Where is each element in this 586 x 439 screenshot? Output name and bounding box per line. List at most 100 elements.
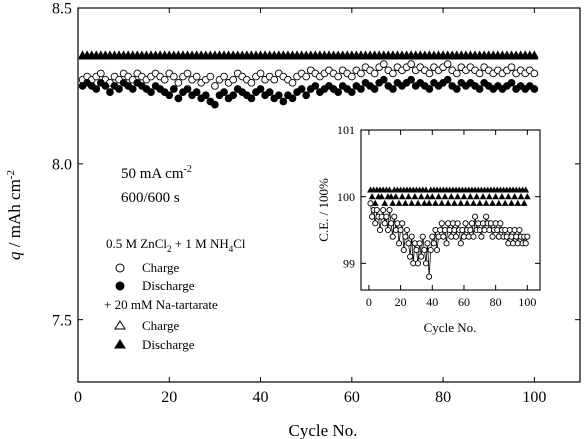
inset-data-point (451, 199, 458, 206)
inset-data-point (447, 193, 455, 200)
main-data-point (174, 78, 183, 87)
inset-data-point (443, 240, 450, 247)
main-data-point (507, 78, 516, 87)
legend-discharge-label-1: Discharge (142, 278, 195, 293)
main-data-point (379, 75, 388, 84)
inset-data-point (367, 200, 374, 207)
main-data-point (147, 88, 155, 97)
main-data-point (334, 72, 342, 81)
inset-data-point (391, 213, 398, 220)
main-data-point (229, 91, 238, 100)
inset-data-point (392, 193, 400, 200)
inset-data-point (457, 240, 464, 247)
main-data-point (169, 72, 178, 81)
inset-y-tick-label: 100 (337, 190, 355, 204)
main-data-point (256, 69, 265, 78)
inset-series-line (370, 203, 528, 277)
inset-data-point (441, 193, 449, 200)
main-data-point (311, 82, 320, 90)
inset-data-point (452, 233, 460, 240)
legend-charge-label-1: Charge (142, 260, 180, 275)
inset-y-tick-label: 101 (337, 123, 355, 137)
inset-data-point (417, 193, 425, 200)
main-data-point (220, 72, 228, 81)
inset-data-point (401, 199, 409, 206)
main-data-point (443, 60, 452, 68)
inset-data-point (405, 193, 412, 200)
main-data-point (297, 85, 306, 93)
inset-data-point (454, 220, 461, 227)
inset-data-point (397, 226, 404, 234)
inset-data-point (376, 226, 384, 234)
inset-data-point (524, 233, 531, 240)
inset-data-point (369, 213, 376, 220)
inset-data-point (429, 233, 436, 240)
main-data-point (452, 85, 461, 93)
inset-data-point (387, 193, 395, 200)
inset-data-point (467, 226, 474, 234)
main-data-point (115, 85, 123, 93)
main-data-point (101, 82, 110, 90)
legend: 0.5 M ZnCl2 + 1 M NH4Cl Charge Discharge… (104, 236, 246, 352)
inset-data-point (514, 199, 522, 206)
main-data-point (475, 85, 484, 93)
inset-data-point (462, 220, 469, 227)
inset-data-point (388, 220, 395, 227)
legend-discharge-label-2: Discharge (142, 337, 195, 352)
inset-data-point (489, 233, 496, 240)
main-data-point (183, 85, 192, 93)
inset-data-point (411, 193, 419, 200)
main-data-point (169, 85, 178, 93)
main-data-point (288, 94, 297, 103)
main-data-point (347, 72, 356, 81)
main-data-point (192, 88, 201, 97)
inset-data-point (485, 193, 493, 200)
time-annotation: 600/600 s (121, 190, 180, 206)
inset-data-point (470, 233, 477, 240)
inset-data-point (372, 220, 379, 227)
inset-series-0 (367, 200, 531, 280)
inset-data-point (498, 193, 506, 200)
inset-y-axis-label: C.E. / 100% (316, 178, 331, 242)
inset-data-point (472, 213, 479, 220)
inset-data-point (424, 240, 431, 247)
main-data-point (229, 75, 238, 84)
main-x-tick-label: 100 (522, 389, 546, 406)
inset-data-point (424, 193, 431, 200)
inset-data-point (427, 246, 434, 254)
inset-data-point (428, 193, 436, 200)
inset-data-point (438, 220, 445, 227)
inset-data-point (414, 199, 422, 206)
main-data-point (357, 69, 365, 78)
main-data-point (452, 69, 461, 78)
inset-x-tick-label: 80 (490, 295, 502, 309)
main-data-point (220, 88, 228, 97)
inset-data-point (466, 193, 474, 200)
main-data-point (128, 85, 137, 93)
main-data-point (270, 75, 279, 84)
main-plot-frame (77, 7, 581, 383)
main-data-point (443, 75, 452, 84)
inset-data-point (492, 193, 500, 200)
main-data-point (265, 88, 274, 97)
main-data-point (288, 78, 297, 87)
inset-data-point (489, 199, 496, 206)
inset-data-point (408, 233, 415, 240)
main-data-point (475, 69, 484, 78)
inset-data-point (522, 240, 529, 247)
main-y-tick-label: 8.5 (52, 1, 72, 18)
inset-data-point (463, 199, 471, 206)
main-data-point (407, 75, 415, 84)
inset-data-point (414, 260, 422, 267)
inset-data-point (378, 193, 385, 200)
inset-data-point (495, 199, 503, 206)
inset-data-point (398, 193, 406, 200)
main-data-point (302, 72, 311, 81)
main-series-0 (78, 60, 539, 90)
inset-series-1 (367, 186, 531, 206)
main-y-tick-label: 7.5 (52, 312, 72, 329)
inset-data-point (386, 206, 393, 214)
inset-data-point (501, 199, 509, 206)
inset-data-point (432, 199, 439, 206)
